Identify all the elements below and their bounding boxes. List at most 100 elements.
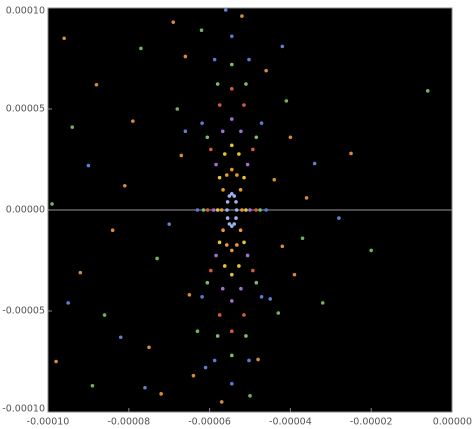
point [238, 228, 243, 232]
point [217, 313, 222, 317]
point [235, 173, 239, 177]
point [205, 208, 210, 212]
point [217, 103, 222, 107]
point [50, 202, 54, 206]
point [139, 46, 143, 51]
point [238, 188, 243, 192]
point [203, 365, 208, 370]
point [234, 216, 238, 220]
point [215, 208, 220, 212]
point [239, 129, 243, 134]
point [110, 228, 115, 232]
point [227, 194, 232, 198]
point [268, 297, 273, 301]
point [230, 224, 234, 228]
point [237, 152, 241, 156]
point [224, 243, 229, 247]
point [225, 216, 230, 220]
point [66, 301, 70, 305]
y-tick-label: 0.00010 [6, 6, 45, 17]
point [118, 335, 123, 340]
point [248, 394, 252, 398]
point [159, 392, 163, 396]
point [220, 286, 225, 291]
point [230, 167, 234, 172]
point [230, 62, 234, 67]
point [247, 57, 251, 62]
x-tick-label: -0.00010 [27, 417, 70, 428]
point [90, 383, 95, 388]
point [254, 280, 259, 285]
point [143, 385, 147, 390]
point [234, 208, 239, 212]
point [224, 173, 229, 177]
y-tick-label: -0.00005 [2, 306, 45, 317]
point [183, 129, 188, 134]
point [242, 240, 246, 245]
point [94, 82, 99, 87]
y-tick-label: 0.00000 [6, 205, 45, 216]
point [205, 135, 210, 140]
point [304, 196, 309, 200]
point [245, 253, 250, 258]
point [280, 244, 285, 249]
point [230, 353, 234, 358]
point [223, 8, 228, 12]
point [232, 194, 237, 198]
point [179, 153, 184, 158]
point [230, 272, 234, 277]
point [288, 135, 293, 140]
x-tick-label: -0.00008 [107, 417, 150, 428]
point [240, 14, 244, 18]
point [234, 200, 238, 204]
point [284, 99, 289, 103]
point [155, 256, 159, 261]
point [242, 103, 246, 107]
point [259, 121, 264, 125]
point [230, 381, 234, 386]
point [175, 107, 180, 111]
point [70, 125, 75, 129]
point [167, 222, 171, 226]
point [227, 222, 232, 226]
x-tick-label: 0.00000 [433, 417, 472, 428]
x-tick-label: -0.00004 [269, 417, 312, 428]
point [217, 240, 222, 245]
point [272, 177, 277, 182]
point [62, 36, 66, 41]
point [200, 121, 204, 125]
point [239, 286, 243, 291]
point [225, 208, 229, 212]
point [237, 264, 241, 268]
point [425, 89, 430, 93]
point [209, 147, 213, 152]
point [242, 313, 246, 317]
point [187, 293, 192, 297]
point [254, 208, 258, 212]
point [195, 208, 200, 212]
point [244, 82, 248, 86]
point [212, 358, 217, 363]
point [300, 236, 305, 241]
point [242, 175, 246, 180]
point [230, 248, 234, 253]
point [220, 129, 225, 134]
point [230, 143, 234, 148]
point [247, 358, 251, 363]
point [200, 295, 204, 299]
point [205, 280, 210, 285]
point [256, 357, 260, 362]
point [251, 147, 255, 152]
point [225, 200, 230, 204]
point [102, 313, 107, 317]
point [222, 152, 227, 156]
point [78, 270, 83, 275]
point [191, 373, 196, 378]
point [337, 216, 341, 220]
point [201, 208, 206, 212]
x-tick-label: -0.00002 [350, 417, 393, 428]
point [264, 68, 268, 73]
y-tick-label: 0.00005 [6, 104, 45, 115]
point [195, 329, 200, 334]
